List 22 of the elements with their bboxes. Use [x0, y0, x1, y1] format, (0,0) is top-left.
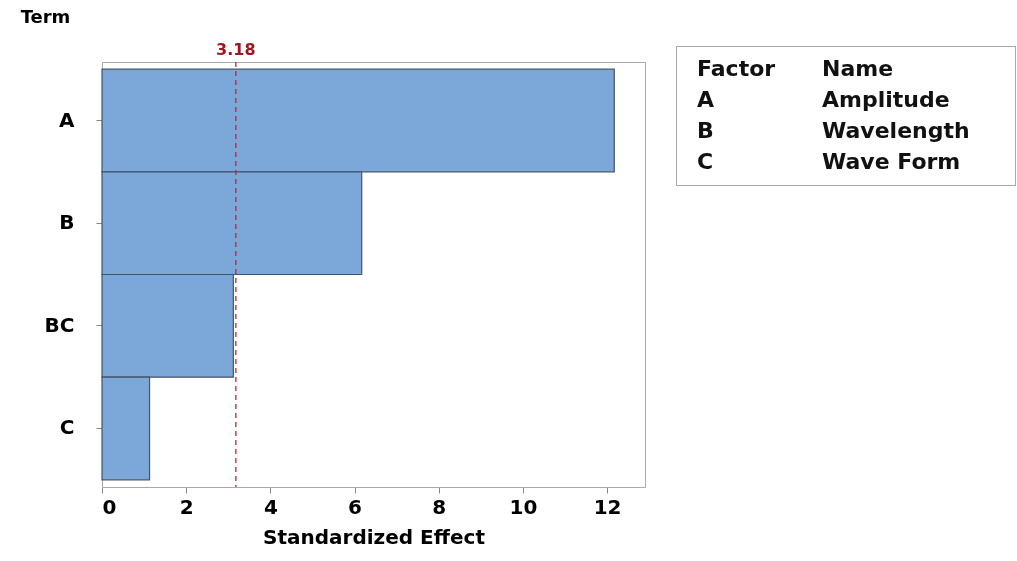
text: Wavelength [822, 117, 971, 145]
text: B [697, 117, 715, 145]
y-tick-label: BC [44, 312, 75, 337]
x-tick-label: 4 [263, 494, 278, 519]
x-tick-label: 0 [102, 494, 117, 519]
x-tick-label: 8 [432, 494, 447, 519]
text: Factor [697, 55, 777, 83]
x-tick-label: 2 [179, 494, 194, 519]
text: A [697, 86, 716, 114]
y-tick-label: A [59, 107, 76, 132]
x-axis-title: Standardized Effect [263, 524, 486, 549]
text: C [697, 148, 715, 176]
x-tick-label: 12 [593, 494, 622, 519]
x-tick-label: 6 [348, 494, 363, 519]
text: Name [822, 55, 895, 83]
y-axis-title: Term [20, 5, 71, 27]
y-tick-label: C [59, 415, 75, 440]
x-tick-label: 10 [509, 494, 538, 519]
text: Wave Form [822, 148, 962, 176]
text: Amplitude [822, 86, 951, 114]
ref-line-label: 3.18 [216, 40, 256, 59]
y-tick-label: B [59, 210, 75, 235]
